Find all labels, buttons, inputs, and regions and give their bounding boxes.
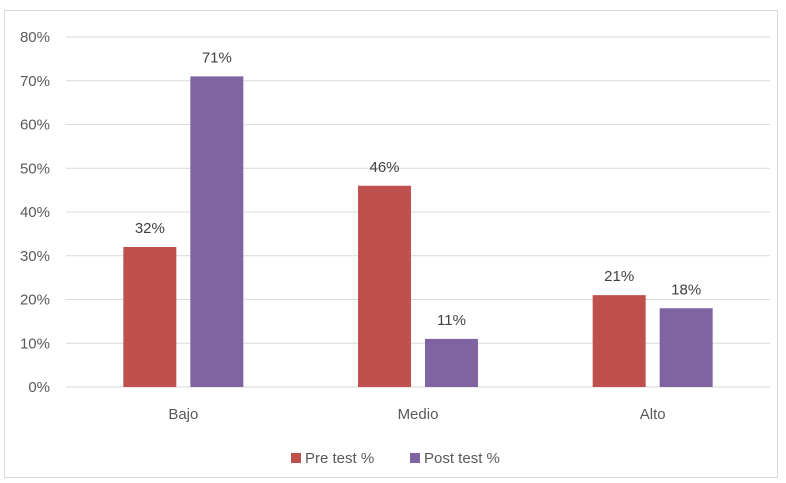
- legend-swatch: [291, 453, 301, 463]
- x-category-label: Medio: [398, 406, 439, 423]
- x-axis-category-labels: Bajo Medio Alto: [168, 406, 665, 423]
- data-label: 71%: [202, 49, 232, 66]
- y-tick-label: 30%: [20, 248, 50, 265]
- data-labels: 32% 71% 46% 11% 21% 18%: [135, 49, 701, 329]
- y-tick-label: 80%: [20, 29, 50, 46]
- legend: Pre test % Post test %: [291, 450, 500, 467]
- data-label: 21%: [604, 268, 634, 285]
- data-label: 11%: [437, 312, 466, 329]
- gridlines: [66, 36, 770, 388]
- bar-alto-series-1: [659, 308, 713, 387]
- legend-label: Pre test %: [305, 450, 374, 467]
- y-tick-label: 70%: [20, 73, 50, 90]
- x-category-label: Bajo: [168, 406, 198, 423]
- y-tick-label: 40%: [20, 204, 50, 221]
- x-category-label: Alto: [640, 406, 666, 423]
- bar-medio-series-1: [425, 338, 478, 387]
- data-label: 32%: [135, 220, 165, 237]
- bar-bajo-series-1: [190, 76, 244, 387]
- legend-label: Post test %: [424, 450, 500, 467]
- data-label: 18%: [671, 281, 701, 298]
- bar-alto-series-0: [592, 295, 646, 387]
- data-label: 46%: [369, 159, 399, 176]
- y-tick-label: 60%: [20, 117, 50, 134]
- y-tick-label: 0%: [28, 379, 50, 396]
- y-axis-tick-labels: 0% 10% 20% 30% 40% 50% 60% 70% 80%: [20, 29, 50, 396]
- y-tick-label: 50%: [20, 160, 50, 177]
- y-tick-label: 20%: [20, 292, 50, 309]
- y-tick-label: 10%: [20, 335, 50, 352]
- bar-medio-series-0: [358, 185, 411, 387]
- legend-swatch: [410, 453, 420, 463]
- bars: [123, 76, 713, 387]
- bar-bajo-series-0: [123, 247, 177, 387]
